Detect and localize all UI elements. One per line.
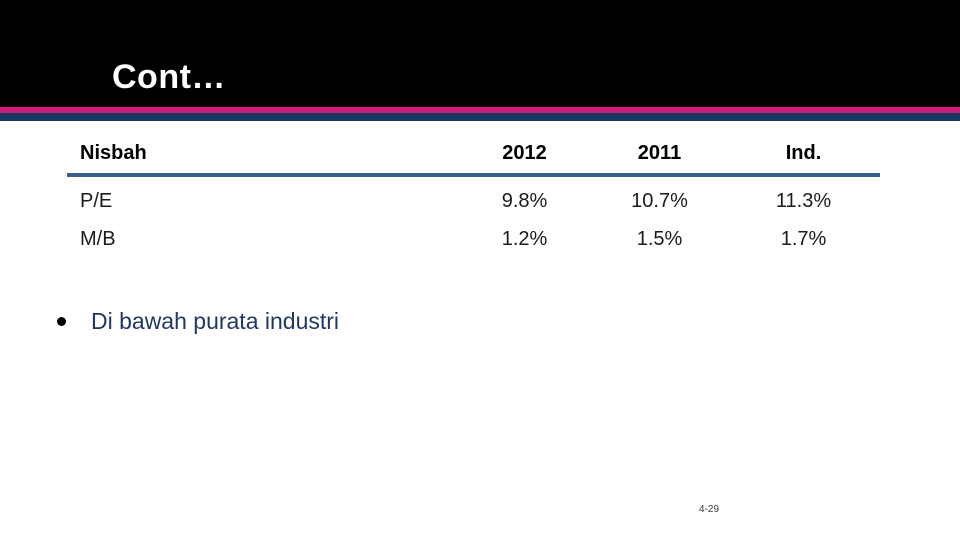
page-title: Cont…	[112, 58, 226, 96]
bullet-item: Di bawah purata industri	[57, 308, 339, 335]
row-label: M/B	[80, 228, 116, 250]
table-cell: 1.7%	[780, 228, 827, 250]
table-cell: 1.5%	[636, 228, 683, 250]
table-header-nisbah: Nisbah	[80, 142, 147, 164]
table-header-ind: Ind.	[785, 142, 822, 164]
table-header-2012: 2012	[502, 142, 547, 164]
ratios-table: Nisbah 2012 2011 Ind. P/E 9.8% 10.7% 11.…	[67, 142, 880, 251]
accent-stripe-pink	[0, 107, 960, 113]
page-number: 4-29	[699, 504, 720, 515]
table-row-mb: M/B 1.2% 1.5% 1.7%	[67, 228, 880, 251]
header-bar	[0, 0, 960, 107]
bullet-icon	[57, 317, 66, 326]
row-label: P/E	[80, 190, 113, 212]
table-header-2011: 2011	[637, 142, 682, 164]
table-cell: 11.3%	[775, 190, 832, 212]
table-cell: 10.7%	[631, 190, 688, 212]
table-row-pe: P/E 9.8% 10.7% 11.3%	[67, 190, 880, 213]
table-cell: 1.2%	[501, 228, 548, 250]
table-cell: 9.8%	[501, 190, 548, 212]
table-header-row: Nisbah 2012 2011 Ind.	[67, 142, 880, 177]
bullet-text: Di bawah purata industri	[91, 308, 340, 334]
accent-stripe-navy	[0, 113, 960, 121]
